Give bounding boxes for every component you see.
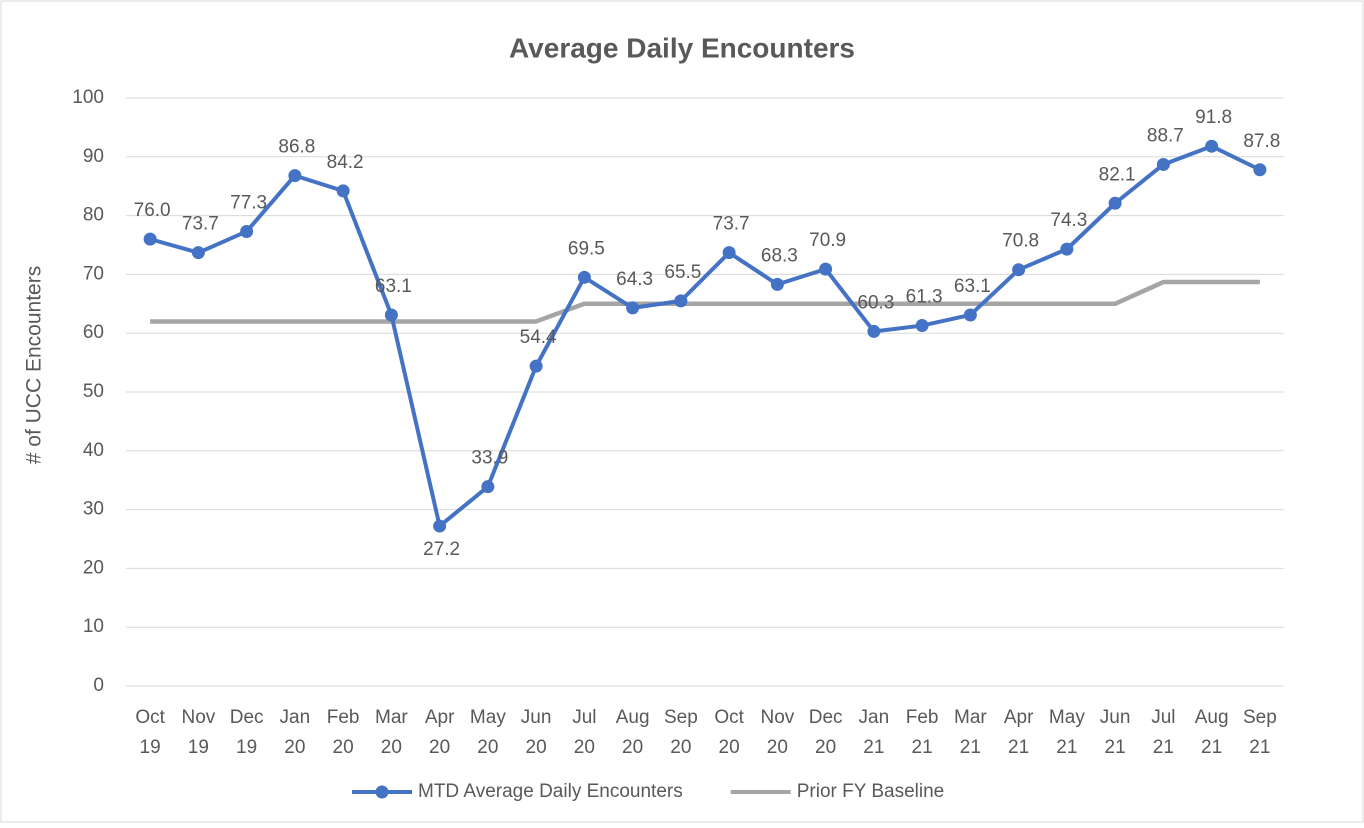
y-tick-label: 100 <box>72 87 104 108</box>
x-tick-label: Feb 21 <box>906 707 939 758</box>
data-label: 60.3 <box>857 292 894 313</box>
data-point <box>1060 242 1074 256</box>
y-tick-label: 10 <box>83 616 104 637</box>
data-label: 87.8 <box>1243 131 1280 152</box>
data-label: 91.8 <box>1195 107 1232 128</box>
y-tick-label: 80 <box>83 205 104 226</box>
data-point <box>577 270 591 284</box>
data-point <box>867 324 881 338</box>
x-tick-label: Nov 20 <box>760 707 794 758</box>
data-point <box>770 277 784 291</box>
y-tick-label: 40 <box>83 440 104 461</box>
data-label: 86.8 <box>278 137 315 158</box>
data-label: 73.7 <box>713 214 750 235</box>
data-label: 82.1 <box>1099 164 1136 185</box>
data-point <box>191 246 205 260</box>
x-tick-label: Mar 20 <box>375 707 408 758</box>
data-label: 70.9 <box>809 230 846 251</box>
x-tick-label: May 21 <box>1049 707 1085 758</box>
x-tick-label: Apr 20 <box>425 707 455 758</box>
x-tick-label: May 20 <box>470 707 506 758</box>
data-label: 70.8 <box>1002 231 1039 252</box>
data-point <box>384 308 398 322</box>
data-label: 63.1 <box>954 276 991 297</box>
x-tick-label: Jan 20 <box>280 707 311 758</box>
legend-label: MTD Average Daily Encounters <box>418 781 683 802</box>
data-label: 33.9 <box>471 448 508 469</box>
x-tick-label: Sep 20 <box>664 707 698 758</box>
data-point <box>481 480 495 494</box>
legend-label: Prior FY Baseline <box>797 781 945 802</box>
x-tick-label: Jun 20 <box>521 707 552 758</box>
x-tick-label: Aug 20 <box>616 707 650 758</box>
data-point <box>1012 263 1026 277</box>
data-point <box>529 359 543 373</box>
y-tick-label: 30 <box>83 499 104 520</box>
series-line <box>149 144 1261 529</box>
data-point <box>674 294 688 308</box>
data-point <box>1205 139 1219 153</box>
data-point <box>963 308 977 322</box>
data-point <box>626 301 640 315</box>
x-tick-label: Jun 21 <box>1100 707 1131 758</box>
data-label: 76.0 <box>134 200 171 221</box>
data-point <box>722 246 736 260</box>
data-label: 54.4 <box>520 327 557 348</box>
series-line <box>150 279 1260 324</box>
data-point <box>1253 163 1267 177</box>
y-tick-label: 50 <box>83 381 104 402</box>
data-label: 63.1 <box>375 276 412 297</box>
data-label: 69.5 <box>568 238 605 259</box>
data-label: 27.2 <box>423 539 460 560</box>
data-label: 74.3 <box>1050 210 1087 231</box>
y-tick-label: 90 <box>83 146 104 167</box>
x-tick-label: Aug 21 <box>1195 707 1229 758</box>
data-label: 77.3 <box>230 192 267 213</box>
x-tick-label: Nov 19 <box>181 707 215 758</box>
data-label: 68.3 <box>761 245 798 266</box>
x-tick-label: Jan 21 <box>859 707 890 758</box>
x-tick-label: Dec 19 <box>230 707 264 758</box>
data-label: 84.2 <box>327 152 364 173</box>
data-point <box>433 519 447 533</box>
x-tick-label: Jul 21 <box>1151 707 1175 758</box>
data-point <box>143 232 157 246</box>
data-label: 64.3 <box>616 269 653 290</box>
y-tick-label: 20 <box>83 557 104 578</box>
x-tick-label: Dec 20 <box>809 707 843 758</box>
y-tick-label: 0 <box>93 675 104 696</box>
y-tick-label: 60 <box>83 322 104 343</box>
data-label: 73.7 <box>182 214 219 235</box>
x-tick-label: Oct 19 <box>135 707 165 758</box>
x-tick-label: Feb 20 <box>327 707 360 758</box>
data-point <box>1108 196 1122 210</box>
x-tick-label: Oct 20 <box>714 707 744 758</box>
data-point <box>288 169 302 183</box>
data-point <box>819 262 833 276</box>
data-point <box>915 319 929 333</box>
data-point <box>240 224 254 238</box>
y-tick-label: 70 <box>83 263 104 284</box>
data-label: 61.3 <box>906 287 943 308</box>
x-tick-label: Jul 20 <box>572 707 596 758</box>
y-axis-label: # of UCC Encounters <box>23 266 46 464</box>
chart-title: Average Daily Encounters <box>509 32 855 63</box>
legend-marker <box>375 785 389 799</box>
data-point <box>1156 157 1170 171</box>
data-label: 88.7 <box>1147 125 1184 146</box>
data-label: 65.5 <box>664 262 701 283</box>
x-tick-label: Apr 21 <box>1004 707 1034 758</box>
x-tick-label: Sep 21 <box>1243 707 1277 758</box>
x-tick-label: Mar 21 <box>954 707 987 758</box>
data-point <box>336 184 350 198</box>
